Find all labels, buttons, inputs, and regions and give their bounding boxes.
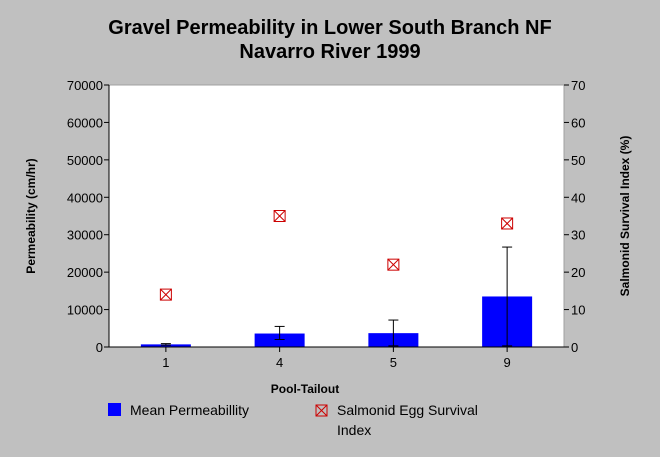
right-axis-tick-label: 40 — [571, 190, 585, 205]
legend-marker-label-line-1: Salmonid Egg Survival — [337, 402, 478, 418]
legend: Mean Permeabillity Salmonid Egg Survival… — [108, 402, 478, 438]
x-axis-tick-label: 4 — [276, 355, 283, 370]
survival-index-marker — [159, 288, 172, 301]
right-axis-ticks: 0 10 20 30 40 50 60 70 — [564, 78, 585, 355]
chart-title-line-2: Navarro River 1999 — [239, 41, 420, 63]
left-axis-tick-label: 0 — [96, 340, 103, 355]
left-axis-tick-label: 20000 — [67, 265, 103, 280]
x-axis-title: Pool-Tailout — [271, 382, 339, 396]
right-axis-tick-label: 0 — [571, 340, 578, 355]
right-axis-tick-label: 30 — [571, 228, 585, 243]
error-bars-layer — [160, 246, 513, 347]
legend-marker-label-line-2: Index — [337, 422, 371, 438]
y-axis-title: Permeability (cm/hr) — [24, 158, 38, 273]
x-axis-tick-label: 5 — [390, 355, 397, 370]
left-axis-tick-label: 70000 — [67, 78, 103, 93]
survival-index-marker — [273, 210, 286, 222]
chart-title-line-1: Gravel Permeability in Lower South Branc… — [108, 17, 551, 39]
legend-bar-label: Mean Permeabillity — [130, 402, 249, 418]
left-axis-tick-label: 50000 — [67, 153, 103, 168]
right-axis-tick-label: 50 — [571, 153, 585, 168]
x-axis-tick-label: 1 — [162, 355, 169, 370]
left-axis-tick-label: 60000 — [67, 115, 103, 130]
left-axis-tick-label: 40000 — [67, 190, 103, 205]
survival-index-marker — [387, 258, 400, 271]
x-axis-tick-label: 9 — [504, 355, 511, 370]
legend-bar-swatch — [108, 403, 121, 416]
right-axis-tick-label: 20 — [571, 265, 585, 280]
left-axis-ticks: 0 10000 20000 30000 40000 50000 60000 70000 — [67, 78, 109, 355]
permeability-bar — [254, 333, 305, 347]
x-axis-ticks: 1 4 5 9 — [162, 347, 511, 370]
right-axis-tick-label: 70 — [571, 78, 585, 93]
right-axis-tick-label: 60 — [571, 115, 585, 130]
y2-axis-title: Salmonid Survival Index (%) — [618, 136, 632, 297]
survival-markers-layer — [159, 210, 514, 301]
permeability-bar — [140, 344, 191, 347]
legend-marker-swatch — [315, 404, 328, 417]
left-axis-tick-label: 30000 — [67, 228, 103, 243]
survival-index-marker — [501, 217, 514, 230]
left-axis-tick-label: 10000 — [67, 303, 103, 318]
right-axis-tick-label: 10 — [571, 303, 585, 318]
